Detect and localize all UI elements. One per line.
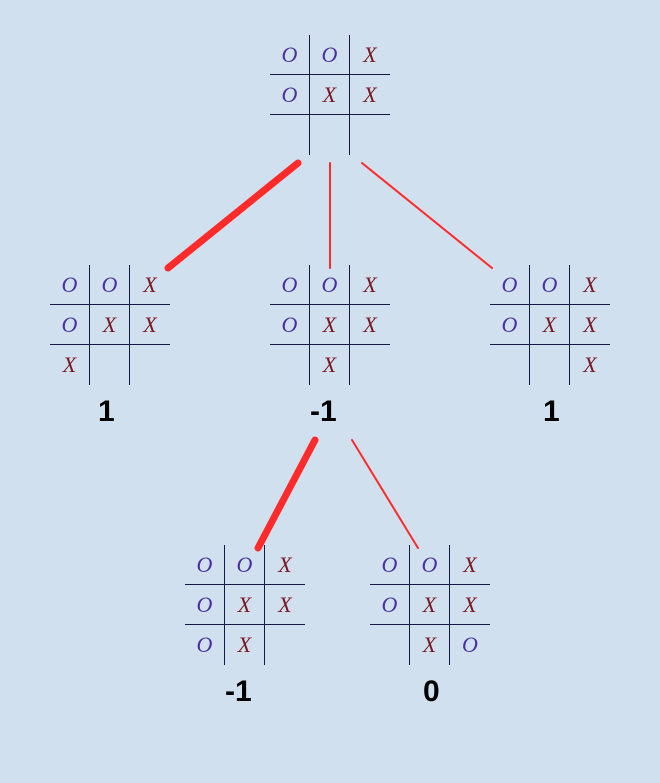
tree-edge — [258, 440, 315, 548]
tree-edge — [352, 440, 418, 548]
board-cell: X — [265, 585, 305, 625]
board-cell: O — [410, 545, 450, 585]
board-cell: X — [50, 345, 90, 385]
board-cell: X — [310, 305, 350, 345]
board-cell: X — [130, 265, 170, 305]
board-cell: X — [130, 305, 170, 345]
board-cell — [350, 345, 390, 385]
board-cell: X — [530, 305, 570, 345]
node-score: 0 — [423, 675, 440, 709]
board-cell: X — [350, 305, 390, 345]
board-cell: X — [350, 35, 390, 75]
board-cell: O — [270, 35, 310, 75]
node-score: -1 — [310, 395, 337, 429]
board-cell: X — [570, 345, 610, 385]
board-cell: X — [410, 585, 450, 625]
node-score: 1 — [543, 395, 560, 429]
board-cell: O — [90, 265, 130, 305]
tic-tac-toe-board: OOXOXXOX — [185, 545, 305, 665]
board-cell: O — [185, 545, 225, 585]
tic-tac-toe-board: OOXOXXXO — [370, 545, 490, 665]
tic-tac-toe-board: OOXOXXX — [490, 265, 610, 385]
tree-edge — [168, 163, 298, 268]
board-cell: X — [410, 625, 450, 665]
board-cell: O — [50, 265, 90, 305]
board-cell: X — [570, 305, 610, 345]
board-cell — [265, 625, 305, 665]
board-cell — [90, 345, 130, 385]
board-cell — [530, 345, 570, 385]
board-cell — [490, 345, 530, 385]
board-cell: O — [50, 305, 90, 345]
node-score: -1 — [225, 675, 252, 709]
tic-tac-toe-board: OOXOXXX — [50, 265, 170, 385]
board-cell: X — [90, 305, 130, 345]
board-cell — [310, 115, 350, 155]
board-cell: O — [225, 545, 265, 585]
board-cell: X — [570, 265, 610, 305]
board-cell — [370, 625, 410, 665]
game-tree-diagram: OOXOXXOOXOXXXOOXOXXXOOXOXXXOOXOXXOXOOXOX… — [0, 0, 660, 783]
board-cell: X — [450, 545, 490, 585]
board-cell: X — [310, 75, 350, 115]
board-cell — [130, 345, 170, 385]
tree-edge — [362, 163, 492, 268]
board-cell: O — [310, 265, 350, 305]
node-score: 1 — [98, 395, 115, 429]
board-cell: O — [370, 585, 410, 625]
board-cell: X — [350, 75, 390, 115]
board-cell: X — [265, 545, 305, 585]
board-cell — [350, 115, 390, 155]
board-cell: O — [450, 625, 490, 665]
board-cell: O — [370, 545, 410, 585]
board-cell: O — [270, 265, 310, 305]
tic-tac-toe-board: OOXOXXX — [270, 265, 390, 385]
board-cell: O — [310, 35, 350, 75]
board-cell: X — [350, 265, 390, 305]
board-cell: O — [185, 625, 225, 665]
board-cell: O — [270, 75, 310, 115]
tic-tac-toe-board: OOXOXX — [270, 35, 390, 155]
board-cell: X — [225, 585, 265, 625]
board-cell: O — [185, 585, 225, 625]
board-cell: X — [310, 345, 350, 385]
board-cell — [270, 115, 310, 155]
board-cell: X — [450, 585, 490, 625]
board-cell: O — [490, 305, 530, 345]
board-cell: X — [225, 625, 265, 665]
board-cell — [270, 345, 310, 385]
board-cell: O — [270, 305, 310, 345]
board-cell: O — [530, 265, 570, 305]
board-cell: O — [490, 265, 530, 305]
